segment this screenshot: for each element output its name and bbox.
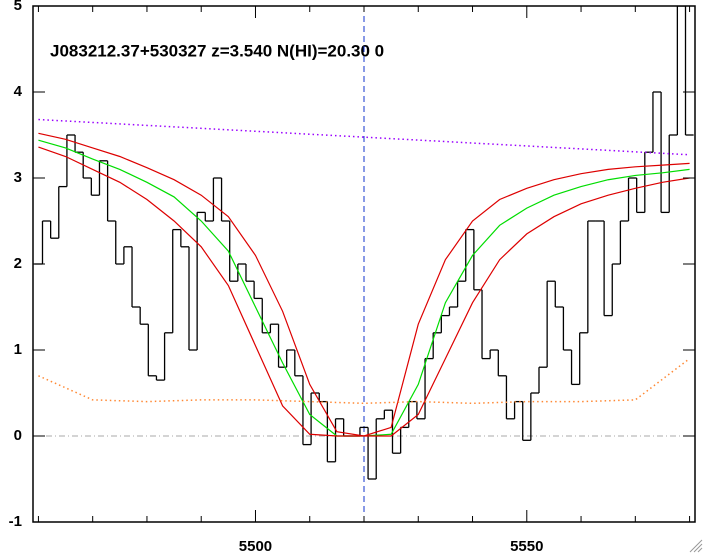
model-line [38, 146, 690, 437]
plot-area [33, 6, 695, 522]
resize-grip [689, 539, 703, 553]
x-tick-label: 5500 [239, 538, 272, 555]
y-tick-label: 1 [14, 341, 22, 358]
y-tick-label: 5 [14, 0, 22, 14]
y-tick-label: 2 [14, 255, 22, 272]
y-tick-label: 0 [14, 427, 22, 444]
model-line [38, 118, 690, 156]
x-tick-label: 5550 [510, 538, 543, 555]
y-tick-label: 4 [14, 83, 23, 100]
model-line [38, 358, 691, 405]
chart-title: J083212.37+530327 z=3.540 N(HI)=20.30 0 [50, 41, 384, 60]
y-tick-label: -1 [9, 513, 22, 530]
y-tick-label: 3 [14, 169, 22, 186]
